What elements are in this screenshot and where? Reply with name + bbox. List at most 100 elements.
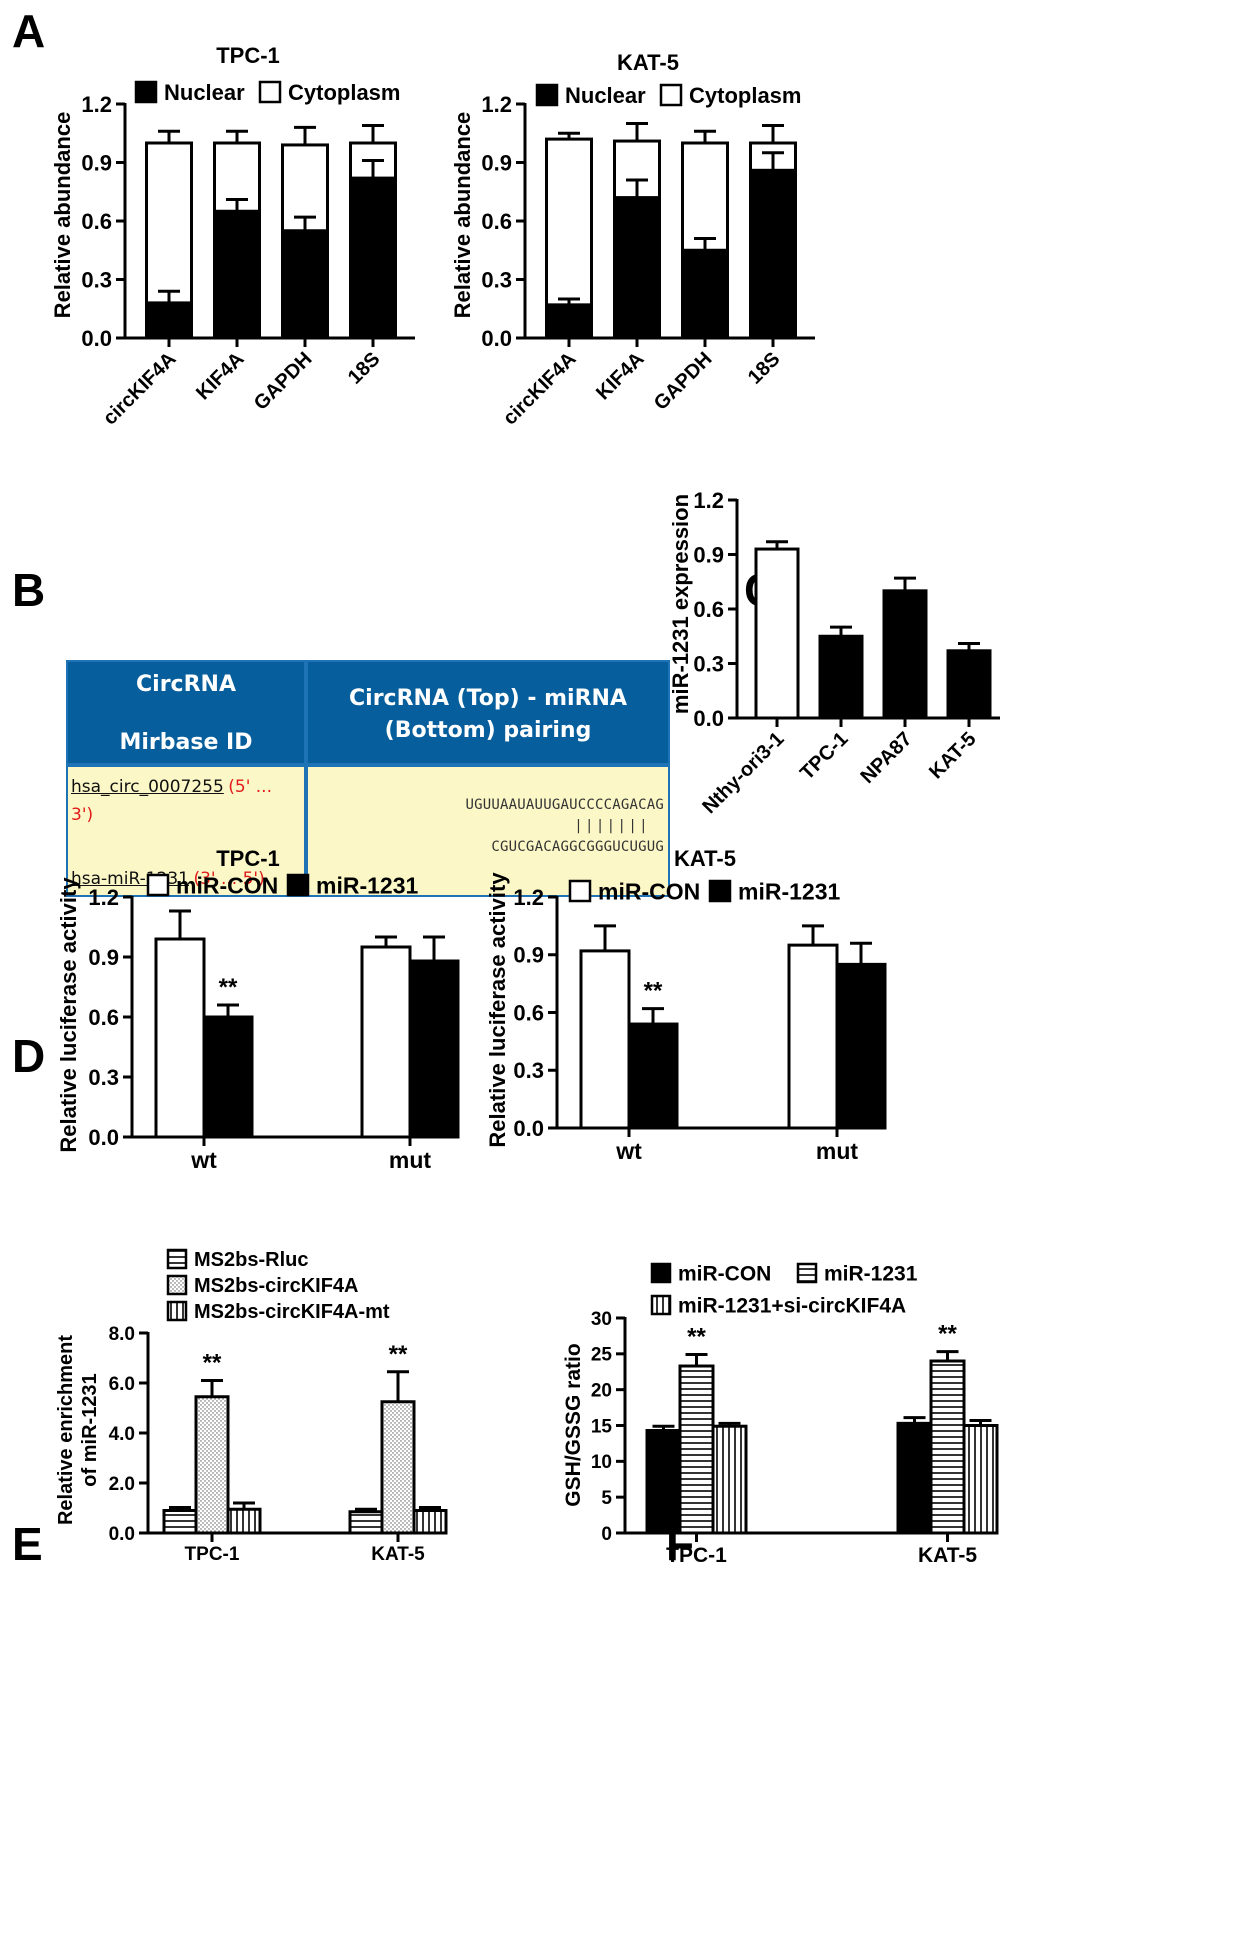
chart-c-x-tick-label: KAT-5 <box>925 728 980 783</box>
chart-f-bar-mir-con-kat-5 <box>896 1421 933 1535</box>
chart-e-bar-ms2bs-rluc-tpc-1 <box>162 1509 198 1535</box>
chart-d1-bar-mir-1231-mut <box>408 959 460 1139</box>
chart-d1-bar-mir-1231-wt <box>202 1015 254 1139</box>
chart-d2-legend-swatch-mir-1231 <box>708 879 732 903</box>
chart-e-legend-label-ms2bs-circkif4a-mt: MS2bs-circKIF4A-mt <box>194 1301 390 1323</box>
chart-a1-legend-label-cytoplasm: Cytoplasm <box>288 80 400 105</box>
chart-f-legend-swatch-mir-1231-si-circkif4a <box>650 1294 672 1316</box>
chart-a2-y-label: Relative abundance <box>450 112 475 319</box>
mirna-direction: (3' ... 5') <box>193 869 265 889</box>
chart-e-bar-ms2bs-circkif4a-kat-5 <box>380 1400 416 1535</box>
chart-d1-significance: ** <box>219 974 238 1001</box>
chart-a1-x-tick-label: circKIF4A <box>99 348 181 430</box>
chart-f-significance: ** <box>938 1321 957 1348</box>
chart-a1-bar-cytoplasm-circkif4a <box>145 141 193 305</box>
chart-f-y-tick-label: 10 <box>591 1452 612 1473</box>
chart-e-y-tick-label: 4.0 <box>109 1424 135 1445</box>
table-header-left-line1: CircRNA <box>136 672 236 697</box>
chart-d1-y-tick-label: 1.2 <box>88 885 119 910</box>
chart-d1-y-tick-label: 0.3 <box>88 1065 119 1090</box>
panel-label-e: E <box>12 1518 43 1570</box>
chart-c-x-tick-label: TPC-1 <box>796 728 852 784</box>
table-header-left: CircRNA Mirbase ID <box>66 660 306 765</box>
chart-a2-bar-nuclear-kif4a <box>613 196 661 340</box>
chart-d2-x-tick-label: wt <box>615 1138 642 1164</box>
chart-d1-bar-mir-con-mut <box>360 945 412 1139</box>
chart-d1-legend-label-mir-1231: miR-1231 <box>316 872 418 898</box>
chart-d2-title: KAT-5 <box>674 846 736 871</box>
chart-d1-legend-label-mir-con: miR-CON <box>176 872 278 898</box>
chart-d2-x-tick-label: mut <box>816 1138 859 1164</box>
chart-d2-significance: ** <box>644 978 663 1005</box>
chart-c-x-tick-label: NPA87 <box>856 728 916 788</box>
chart-f-bar-mir-con-tpc-1 <box>645 1429 682 1535</box>
chart-a1-y-tick-label: 0.9 <box>81 150 112 175</box>
chart-f-x-tick-label: KAT-5 <box>918 1544 977 1567</box>
chart-a2-x-tick-label: circKIF4A <box>499 348 581 430</box>
chart-e-x-tick-label: TPC-1 <box>185 1544 240 1565</box>
chart-d1-y-tick-label: 0.0 <box>88 1125 119 1150</box>
chart-c-y-tick-label: 0.3 <box>693 651 724 676</box>
chart-e-legend-swatch-ms2bs-circkif4a <box>166 1274 188 1296</box>
chart-c-y-tick-label: 0.0 <box>693 706 724 731</box>
chart-d2-legend-swatch-mir-con <box>568 879 592 903</box>
chart-c-bar-kat-5 <box>946 649 992 720</box>
chart-e-y-tick-label: 0.0 <box>109 1524 135 1545</box>
chart-f-legend-label-mir-1231-si-circkif4a: miR-1231+si-circKIF4A <box>678 1295 906 1318</box>
chart-e-legend-swatch-ms2bs-circkif4a-mt <box>166 1300 188 1322</box>
chart-f-y-tick-label: 25 <box>591 1345 613 1366</box>
panel-label-d: D <box>12 1030 46 1082</box>
chart-a2-x-tick-label: 18S <box>744 348 785 389</box>
chart-a2-bar-nuclear-circkif4a <box>545 303 593 340</box>
chart-a1-legend-label-nuclear: Nuclear <box>164 80 245 105</box>
chart-f-y-tick-label: 20 <box>591 1381 612 1402</box>
chart-f-legend-label-mir-1231: miR-1231 <box>824 1263 918 1286</box>
chart-e-legend-swatch-ms2bs-rluc <box>166 1248 188 1270</box>
circ-direction-end: 3') <box>71 805 94 825</box>
chart-d1-title: TPC-1 <box>216 846 280 871</box>
chart-f-y-tick-label: 15 <box>591 1416 613 1437</box>
chart-a2-title: KAT-5 <box>617 50 679 75</box>
chart-a2-y-tick-label: 0.3 <box>481 267 512 292</box>
chart-d2-bar-mir-1231-wt <box>627 1022 679 1130</box>
chart-a1-legend-swatch-nuclear <box>134 80 158 104</box>
chart-a1-bar-nuclear-circkif4a <box>145 301 193 340</box>
chart-a1-bar-nuclear-kif4a <box>213 209 261 340</box>
chart-e-x-tick-label: KAT-5 <box>371 1544 425 1565</box>
pairing-lines: ||||||| <box>574 818 650 834</box>
chart-c-y-tick-label: 0.6 <box>693 597 724 622</box>
chart-a2-y-tick-label: 0.0 <box>481 326 512 351</box>
table-header-right-line1: CircRNA (Top) - miRNA <box>349 686 627 711</box>
chart-f-bar-mir-1231-kat-5 <box>929 1359 966 1535</box>
chart-a2-legend-label-cytoplasm: Cytoplasm <box>689 83 801 108</box>
chart-e-legend-label-ms2bs-rluc: MS2bs-Rluc <box>194 1249 308 1271</box>
chart-e-significance: ** <box>389 1341 408 1368</box>
chart-f-y-tick-label: 5 <box>601 1488 612 1509</box>
chart-c-bar-tpc-1 <box>818 634 864 720</box>
circ-id-link[interactable]: hsa_circ_0007255 <box>71 777 224 797</box>
circrna-sequence: UGUUAAUAUUGAUCCCCAGACAG <box>465 797 664 813</box>
chart-e-bar-ms2bs-circkif4a-mt-kat-5 <box>412 1509 448 1535</box>
chart-f-y-tick-label: 30 <box>591 1309 612 1330</box>
chart-a1-y-tick-label: 0.0 <box>81 326 112 351</box>
chart-a1-bar-nuclear-gapdh <box>281 229 329 340</box>
chart-f-legend-label-mir-con: miR-CON <box>678 1263 771 1286</box>
chart-d1-y-tick-label: 0.9 <box>88 945 119 970</box>
chart-d2-legend-label-mir-con: miR-CON <box>598 878 700 904</box>
chart-d1-bar-mir-con-wt <box>154 937 206 1139</box>
chart-d2-bar-mir-con-mut <box>787 943 839 1130</box>
chart-d2-legend-label-mir-1231: miR-1231 <box>738 878 840 904</box>
chart-d1-legend-swatch-mir-1231 <box>286 873 310 897</box>
chart-d2-y-tick-label: 1.2 <box>513 885 544 910</box>
circ-id-line: hsa_circ_0007255 (5' ... <box>71 777 303 797</box>
table-header-right-line2: (Bottom) pairing <box>384 718 592 743</box>
chart-a2-x-tick-label: KIF4A <box>592 348 648 404</box>
chart-f-bar-mir-1231-tpc-1 <box>678 1364 715 1535</box>
chart-a1-x-tick-label: 18S <box>344 348 385 389</box>
chart-a2-bar-nuclear-18s <box>749 168 797 340</box>
chart-a2-legend-label-nuclear: Nuclear <box>565 83 646 108</box>
chart-a2-legend-swatch-nuclear <box>535 83 559 107</box>
chart-a2-y-tick-label: 0.9 <box>481 150 512 175</box>
chart-a2-y-tick-label: 0.6 <box>481 209 512 234</box>
